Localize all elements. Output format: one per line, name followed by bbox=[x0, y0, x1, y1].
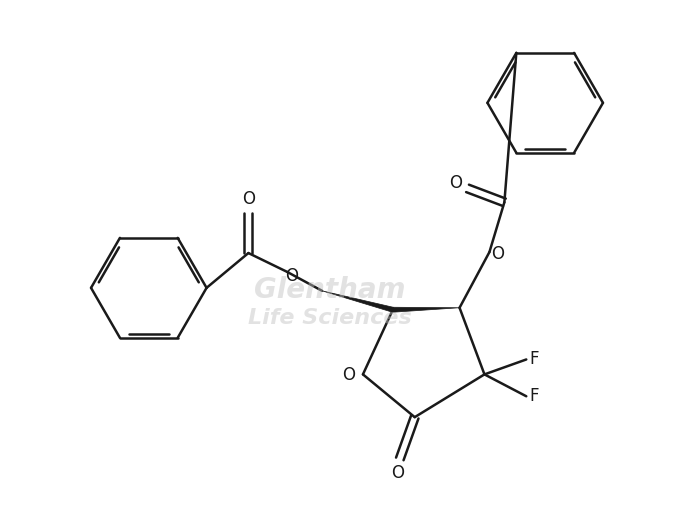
Text: O: O bbox=[342, 367, 356, 384]
Text: O: O bbox=[449, 174, 462, 192]
Text: Life Sciences: Life Sciences bbox=[248, 308, 412, 328]
Text: O: O bbox=[285, 267, 298, 285]
Text: O: O bbox=[491, 245, 504, 263]
Text: F: F bbox=[530, 350, 539, 369]
Text: O: O bbox=[391, 464, 404, 482]
Text: O: O bbox=[242, 190, 255, 209]
Text: Glentham: Glentham bbox=[254, 276, 406, 304]
Polygon shape bbox=[322, 291, 393, 312]
Text: F: F bbox=[530, 387, 539, 405]
Polygon shape bbox=[393, 307, 459, 312]
